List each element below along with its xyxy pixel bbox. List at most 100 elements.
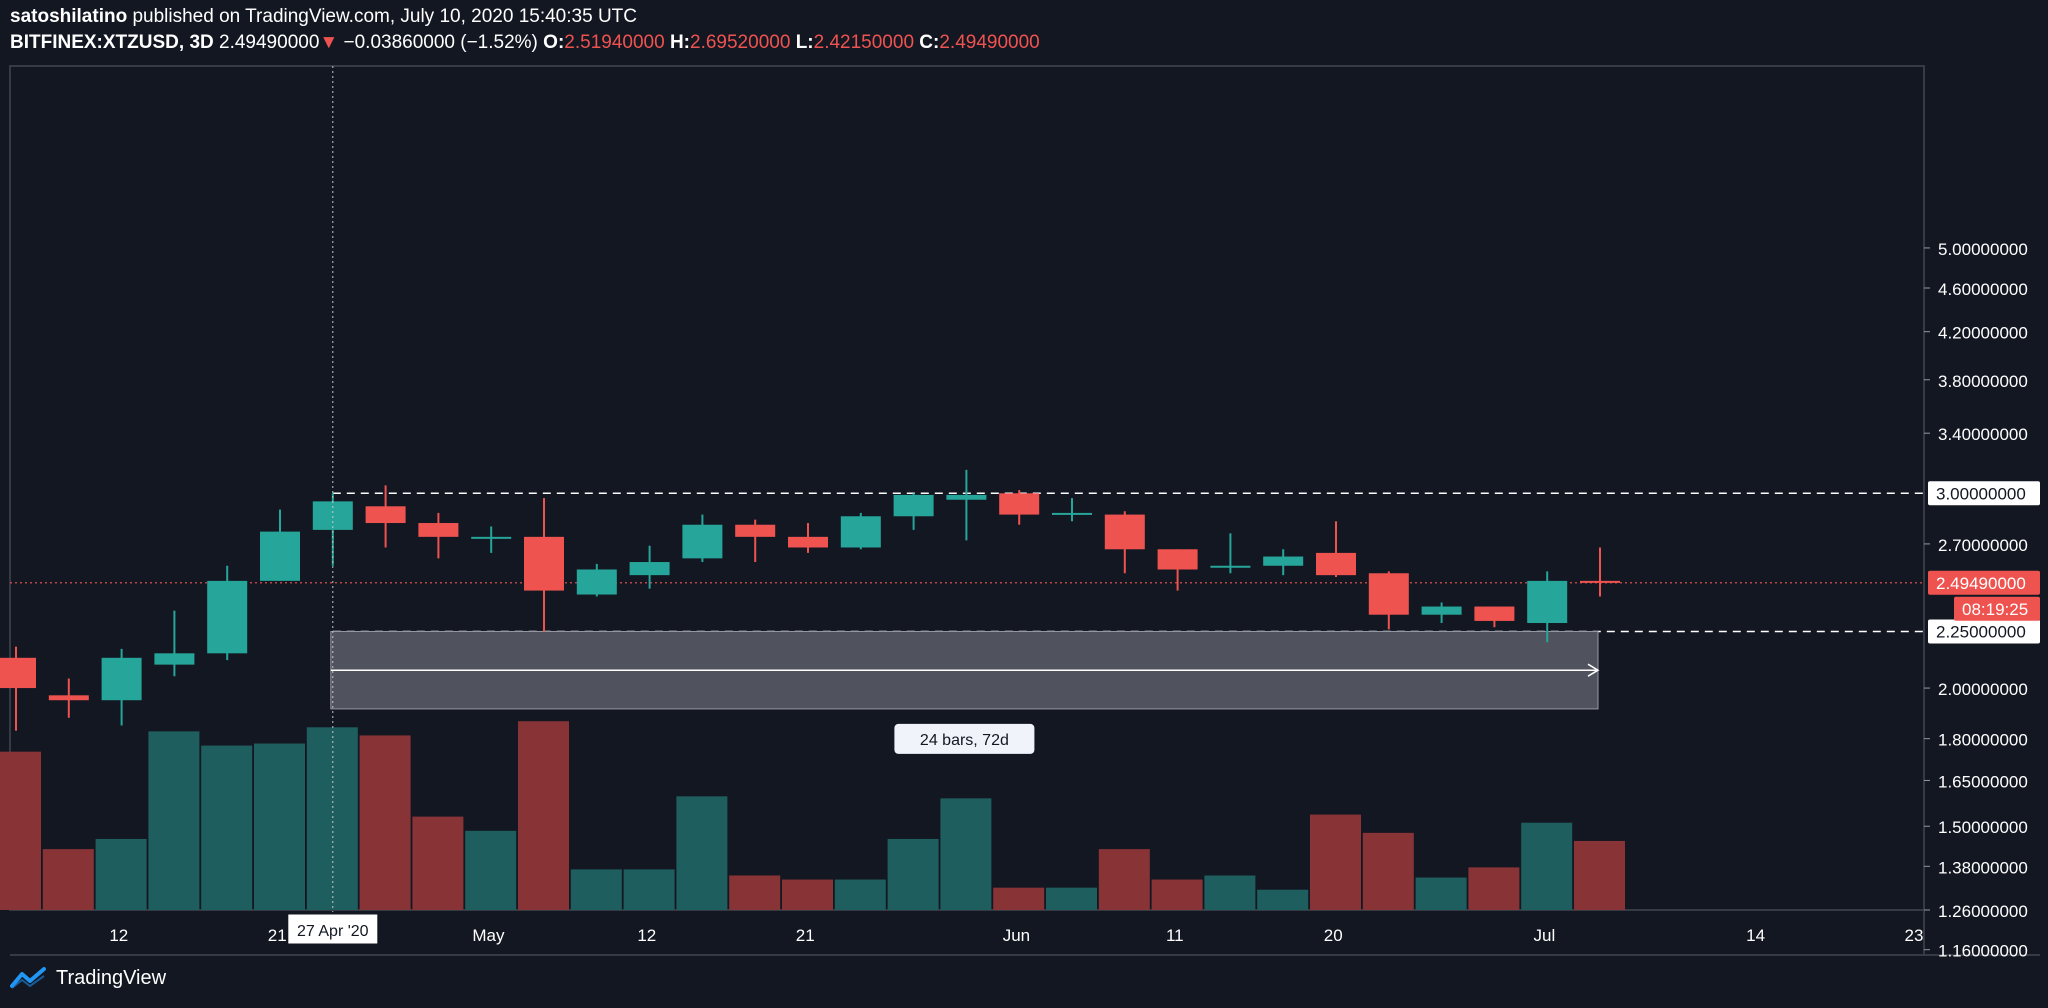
volume-bar [782, 879, 833, 910]
time-axis[interactable]: 12 21 May 12 21 Jun 11 20 Jul 14 23 27 Apr '20 [109, 913, 1923, 945]
volume-bar [1468, 867, 1520, 910]
time-tick-label: Jun [1003, 926, 1030, 945]
candle-body [1527, 580, 1568, 624]
volume-bar [1151, 879, 1203, 910]
candle-body [524, 536, 564, 591]
candle-body [260, 531, 300, 581]
time-tick-label: 14 [1746, 926, 1765, 945]
volume-bar [1415, 877, 1467, 910]
high-value: 2.69520000 [690, 32, 791, 53]
candle-body [840, 516, 881, 548]
candle-body [1052, 512, 1092, 515]
volume-bar [570, 869, 622, 910]
time-tick-label: 11 [1166, 926, 1184, 945]
candle-body [999, 493, 1040, 515]
level-price-tag [1928, 481, 2040, 506]
last-price: 2.49490000 [219, 32, 320, 53]
close-value: 2.49490000 [939, 32, 1040, 53]
time-tick-label: May [472, 926, 505, 945]
volume-bar [993, 887, 1045, 910]
volume-bar [412, 816, 464, 910]
volume-bar [148, 731, 200, 910]
volume-bar [0, 751, 41, 910]
candle-body [471, 536, 512, 539]
low-value: 2.42150000 [813, 32, 915, 53]
candle-body [1421, 606, 1462, 615]
candle-body [576, 569, 617, 595]
price-tick-label: 1.38000000 [1938, 858, 2028, 877]
candle-body [788, 536, 828, 548]
countdown-tag [1954, 596, 2040, 621]
range-label-text: 24 bars, 72d [920, 732, 1009, 749]
price-tick-label: 1.65000000 [1938, 772, 2028, 791]
volume-bar [1257, 889, 1309, 910]
candle-body [1210, 565, 1251, 568]
volume-bar [42, 849, 94, 910]
tradingview-brand[interactable]: TradingView [10, 966, 166, 990]
volume-bar [940, 798, 992, 910]
candle-body [48, 695, 89, 701]
candle-body [735, 524, 776, 537]
candle-body [1368, 573, 1409, 615]
candle-body [893, 494, 934, 517]
level-price-label: 3.00000000 [1936, 484, 2026, 503]
volume-bar [465, 830, 517, 910]
candle-body [682, 524, 723, 559]
date-range-measure[interactable]: 24 bars, 72d [330, 630, 1600, 754]
candle-body [1104, 514, 1145, 550]
candle-body [1157, 549, 1198, 570]
candles [0, 469, 1620, 731]
volume-bar [95, 838, 147, 910]
published-text: published on TradingView.com, July 10, 2… [132, 6, 637, 27]
crosshair-date-tag [287, 913, 379, 945]
volume-bar [729, 875, 781, 910]
open-value: 2.51940000 [564, 32, 665, 53]
price-tick-label: 4.60000000 [1938, 280, 2028, 299]
publication-line: satoshilatino published on TradingView.c… [10, 6, 637, 28]
volume-bar [834, 879, 886, 910]
low-label: L: [795, 32, 814, 53]
brand-name: TradingView [56, 966, 167, 989]
open-label: O: [543, 32, 565, 53]
volume-bar [1098, 849, 1150, 910]
down-arrow-icon: ▼ [319, 32, 339, 53]
candle-body [946, 494, 987, 500]
price-tick-label: 2.70000000 [1938, 536, 2028, 555]
countdown-label: 08:19:25 [1962, 600, 2028, 619]
candle-body [0, 657, 36, 689]
symbol-info-line: BITFINEX:XTZUSD, 3D 2.49490000▼ −0.03860… [10, 32, 1040, 54]
candle-body [312, 501, 353, 530]
candle-body [365, 506, 406, 524]
volume-bar [1574, 840, 1625, 910]
volume-bar [1310, 814, 1361, 910]
range-label-box [894, 723, 1035, 754]
high-label: H: [669, 32, 691, 53]
time-tick-label: Jul [1534, 926, 1556, 945]
time-tick-label: 20 [1324, 926, 1343, 945]
close-label: C: [919, 32, 940, 53]
price-tick-label: 1.50000000 [1938, 818, 2028, 837]
candle-body [1474, 606, 1515, 621]
price-tick-label: 3.80000000 [1938, 372, 2028, 391]
candle-body [629, 562, 670, 576]
time-tick-label: 12 [109, 926, 128, 945]
volume-bar [1046, 887, 1097, 910]
time-tick-label: 21 [268, 926, 287, 945]
candle-body [1580, 580, 1620, 583]
volume-bar [623, 869, 675, 910]
volume-bar [1204, 875, 1256, 910]
price-tick-label: 4.20000000 [1938, 324, 2028, 343]
price-tick-label: 5.00000000 [1938, 240, 2028, 259]
volume-bar [1362, 832, 1414, 910]
volume-bar [887, 838, 939, 910]
author-name[interactable]: satoshilatino [10, 6, 128, 27]
price-axis[interactable]: 5.00000000 4.60000000 4.20000000 3.80000000… [1924, 240, 2040, 961]
crosshair-date-label: 27 Apr '20 [297, 923, 369, 940]
symbol-label[interactable]: BITFINEX:XTZUSD, 3D [10, 32, 214, 53]
volume-bar [254, 743, 305, 910]
volume-bar [676, 796, 728, 910]
price-tick-label: 1.16000000 [1938, 942, 2028, 961]
level-price-label: 2.25000000 [1936, 622, 2026, 641]
time-tick-label: 21 [796, 926, 815, 945]
